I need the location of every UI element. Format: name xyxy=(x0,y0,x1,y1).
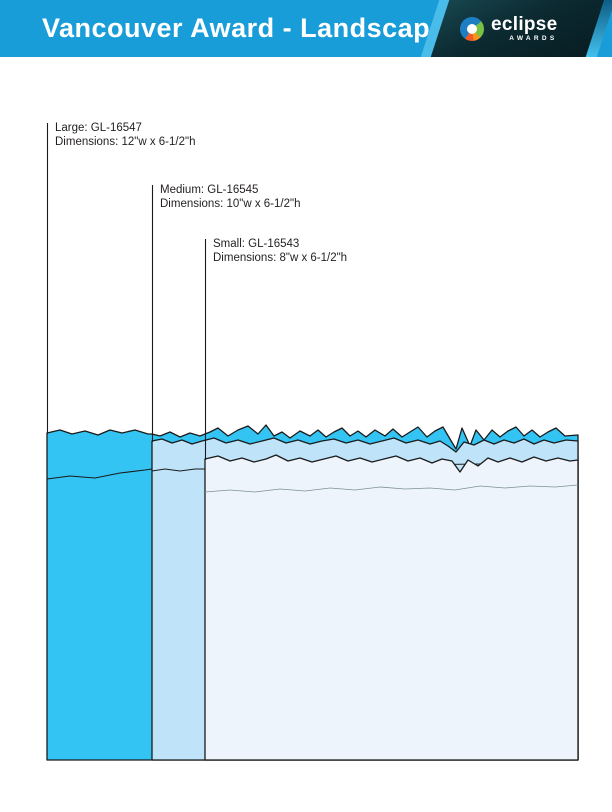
medium-size-dimensions: Dimensions: 10"w x 6-1/2"h xyxy=(160,197,301,210)
large-size-name: Large: GL-16547 xyxy=(55,122,142,134)
logo-sub-name: AWARDS xyxy=(509,34,558,42)
logo-text: eclipse AWARDS xyxy=(491,15,558,43)
page-title: Vancouver Award - Landscape xyxy=(42,13,446,43)
eclipse-donut-icon xyxy=(460,16,484,41)
logo-content: eclipse AWARDS xyxy=(460,0,558,57)
small-award-ridge-line xyxy=(204,484,579,493)
medium-size-name: Medium: GL-16545 xyxy=(160,184,259,196)
eclipse-awards-logo: eclipse AWARDS xyxy=(420,0,612,57)
large-size-dimensions: Dimensions: 12"w x 6-1/2"h xyxy=(55,135,196,148)
small-size-dimensions: Dimensions: 8"w x 6-1/2"h xyxy=(213,251,348,264)
medium-size-label: Medium: GL-16545 Dimensions: 10"w x 6-1/… xyxy=(160,184,300,211)
small-size-name: Small: GL-16543 xyxy=(213,238,300,250)
header-bar: Vancouver Award - Landscape eclipse AWAR… xyxy=(0,0,612,57)
small-size-label: Small: GL-16543 Dimensions: 8"w x 6-1/2"… xyxy=(213,238,347,265)
large-size-label: Large: GL-16547 Dimensions: 12"w x 6-1/2… xyxy=(55,122,195,149)
logo-brand-name: eclipse xyxy=(491,13,558,35)
small-award-shape xyxy=(204,454,579,761)
